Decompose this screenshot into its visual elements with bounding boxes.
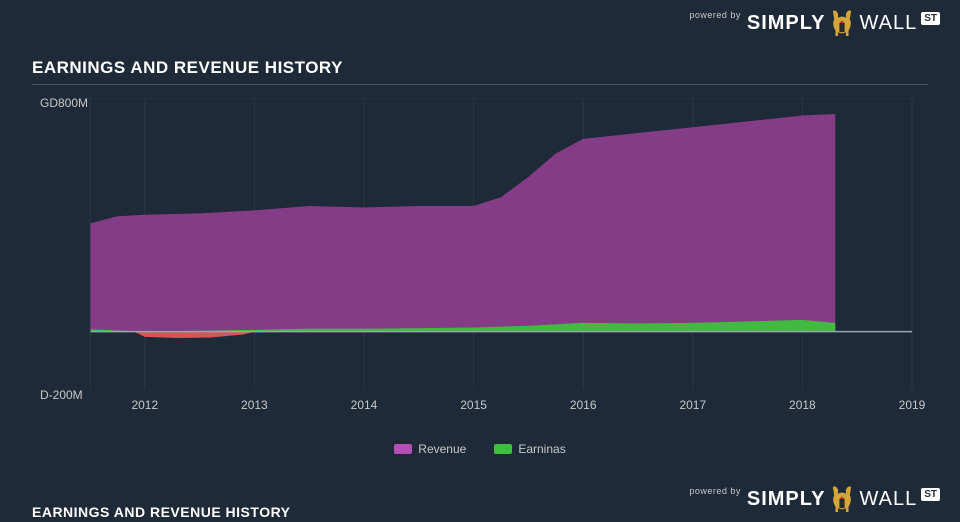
legend-label: Revenue <box>418 442 466 456</box>
legend-swatch <box>494 444 512 454</box>
brand-simply: SIMPLY <box>747 488 826 511</box>
brand-wall: WALL <box>859 12 917 35</box>
x-tick-label: 2017 <box>679 398 706 412</box>
chart-title-block: EARNINGS AND REVENUE HISTORY <box>32 58 928 85</box>
legend-item: Earninas <box>494 442 565 456</box>
powered-by-label: powered by <box>689 10 741 20</box>
x-tick-label: 2018 <box>789 398 816 412</box>
x-tick-label: 2016 <box>570 398 597 412</box>
chart-title: EARNINGS AND REVENUE HISTORY <box>32 58 928 85</box>
brand-simply: SIMPLY <box>747 12 826 35</box>
x-tick-label: 2019 <box>899 398 926 412</box>
chart-title-repeat: EARNINGS AND REVENUE HISTORY <box>32 504 291 520</box>
bull-icon <box>829 8 855 38</box>
x-tick-label: 2015 <box>460 398 487 412</box>
x-tick-label: 2013 <box>241 398 268 412</box>
brand-st: ST <box>921 488 940 501</box>
legend-swatch <box>394 444 412 454</box>
chart-legend: Revenue Earninas <box>32 442 928 456</box>
brand-st: ST <box>921 12 940 25</box>
bull-icon <box>829 484 855 514</box>
x-tick-label: 2012 <box>131 398 158 412</box>
brand-wall: WALL <box>859 488 917 511</box>
brand-watermark-bottom: powered by SIMPLY WALL ST <box>689 484 940 514</box>
legend-item: Revenue <box>394 442 466 456</box>
chart-area: GD800M D-200M 2012 2013 2014 2015 2016 2017 201… <box>32 98 928 428</box>
powered-by-label: powered by <box>689 486 741 496</box>
area-chart <box>32 98 928 428</box>
y-tick-label: D-200M <box>40 388 83 402</box>
y-tick-label: GD800M <box>40 96 88 110</box>
legend-label: Earninas <box>518 442 565 456</box>
x-tick-label: 2014 <box>351 398 378 412</box>
brand-watermark-top: powered by SIMPLY WALL ST <box>689 8 940 38</box>
